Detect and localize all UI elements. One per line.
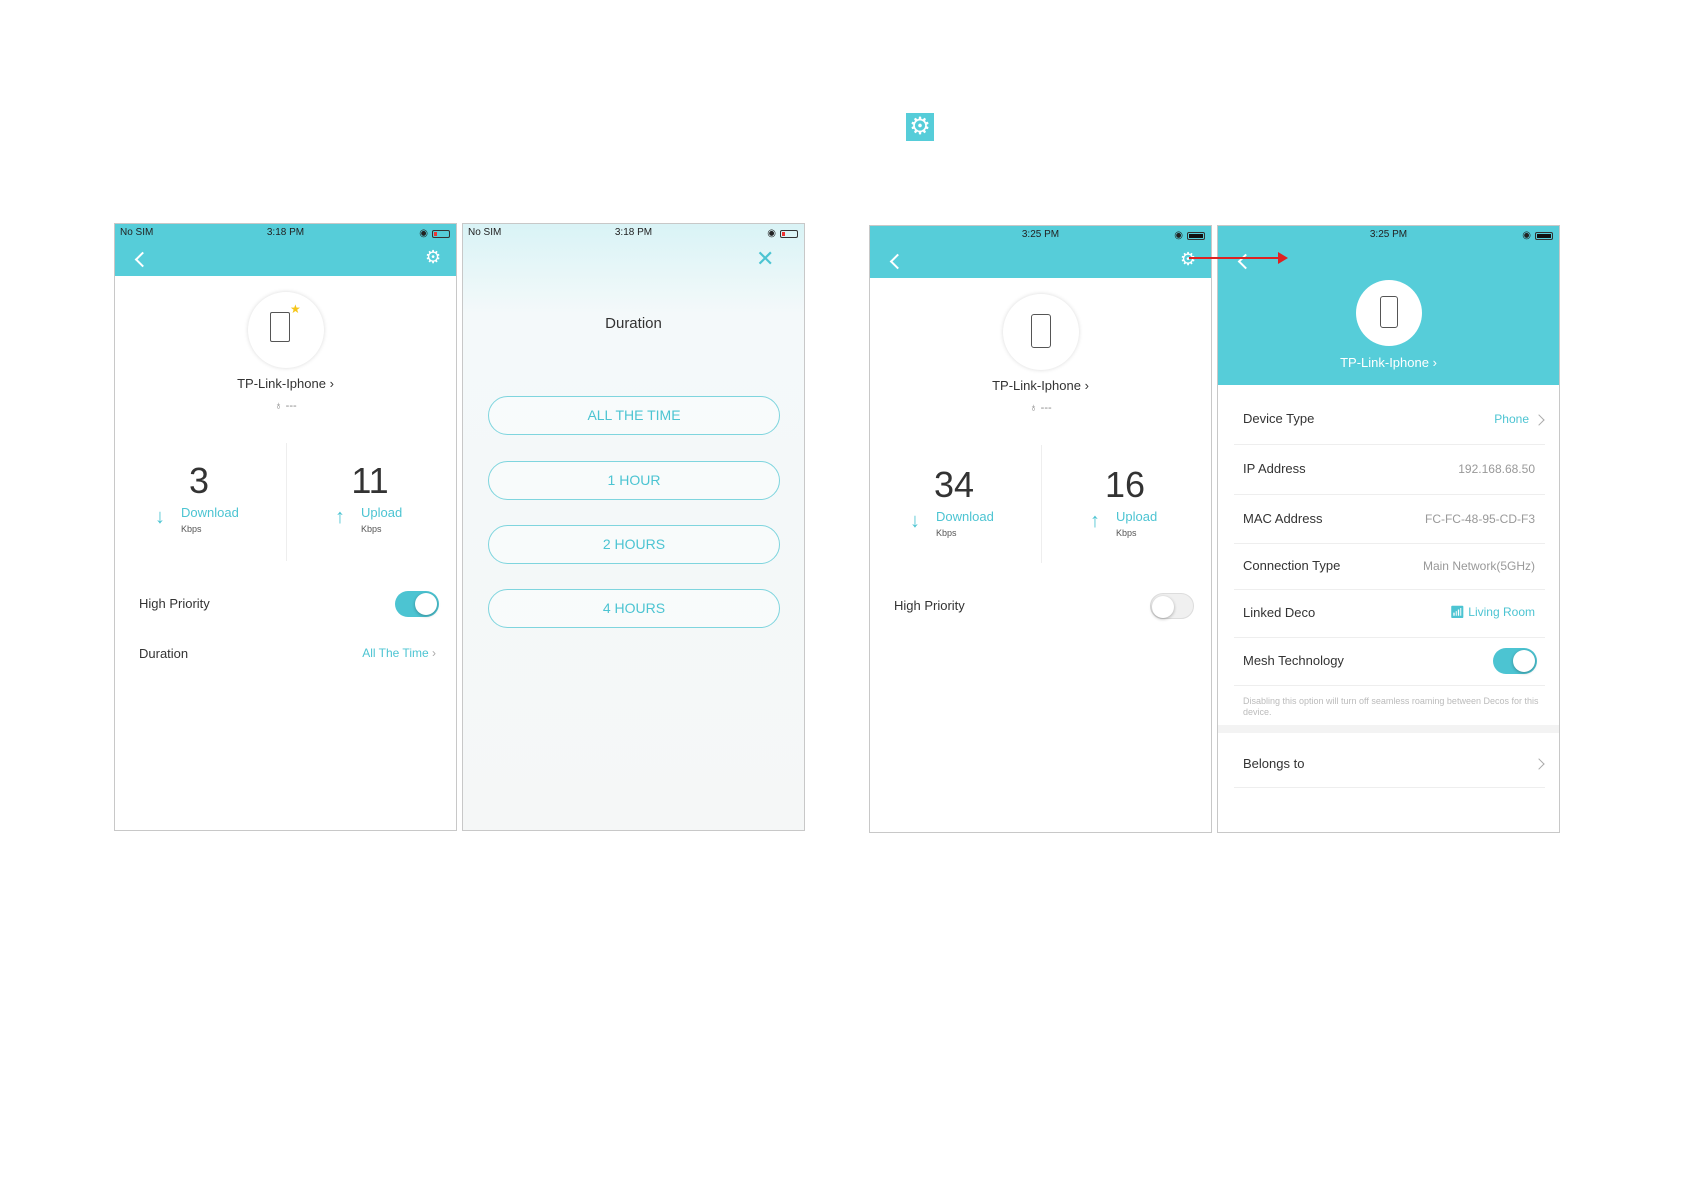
settings-gear-icon: ⚙ [906, 113, 934, 141]
carrier: No SIM [468, 227, 502, 238]
lock-icon: ◉ [1522, 230, 1531, 241]
ip-address-value: 192.168.68.50 [1458, 462, 1535, 476]
owner: ♁ --- [274, 400, 297, 412]
annotation-arrow [1189, 257, 1279, 259]
duration-screen: No SIM 3:18 PM ◉ ✕ Duration ALL THE TIME… [462, 223, 805, 831]
option-all-the-time[interactable]: ALL THE TIME [488, 396, 780, 435]
status-time: 3:18 PM [614, 227, 653, 238]
status-bar: No SIM 3:18 PM ◉ [463, 224, 804, 242]
download-label: Download [181, 505, 239, 520]
high-priority-label: High Priority [139, 596, 210, 611]
device-icon [270, 312, 290, 342]
lock-icon: ◉ [767, 228, 776, 239]
battery-icon [1535, 231, 1553, 240]
battery-icon [432, 229, 450, 238]
upload-label: Upload [361, 505, 403, 520]
owner: ♁ --- [1029, 402, 1052, 414]
wifi-icon: 📶︎ [1449, 605, 1465, 619]
status-time: 3:25 PM [1369, 229, 1408, 240]
upload-arrow-icon: ↑ [1090, 510, 1100, 532]
person-icon: ♁ [1029, 402, 1038, 414]
download-arrow-icon: ↓ [910, 510, 920, 532]
device-detail-screen: 3:25 PM ◉ ⚙ TP-Link-Iphone › ♁ --- 34 ↓ … [869, 225, 1212, 833]
status-bar: No SIM 3:18 PM ◉ [115, 224, 456, 242]
download-unit: Kbps [936, 528, 957, 538]
device-name-link[interactable]: TP-Link-Iphone › [237, 376, 334, 391]
device-type-label: Device Type [1243, 411, 1315, 426]
annotation-arrowhead [1278, 252, 1288, 264]
option-2-hours[interactable]: 2 HOURS [488, 525, 780, 564]
high-priority-toggle[interactable] [395, 591, 439, 617]
device-detail-screen: No SIM 3:18 PM ◉ ⚙ ★ TP-Link-Iphone › ♁ … [114, 223, 457, 831]
belongs-to-row[interactable]: Belongs to [1243, 756, 1305, 771]
device-avatar [1003, 294, 1079, 370]
connection-type-value: Main Network(5GHz) [1422, 559, 1535, 573]
person-icon: ♁ [274, 400, 283, 412]
duration-title: Duration [605, 315, 662, 332]
phone-icon [1031, 314, 1051, 348]
divider [1041, 445, 1042, 563]
high-priority-label: High Priority [894, 598, 965, 613]
download-value: 34 [933, 464, 975, 505]
upload-value: 11 [351, 460, 389, 501]
battery-icon [1187, 231, 1205, 240]
mesh-technology-toggle[interactable] [1493, 648, 1537, 674]
download-value: 3 [188, 460, 210, 501]
lock-icon: ◉ [1174, 230, 1183, 241]
option-1-hour[interactable]: 1 HOUR [488, 461, 780, 500]
device-name-link[interactable]: TP-Link-Iphone › [1340, 355, 1437, 370]
device-settings-screen: 3:25 PM ◉ TP-Link-Iphone › Device Type P… [1217, 225, 1560, 833]
device-name-link[interactable]: TP-Link-Iphone › [992, 378, 1089, 393]
mesh-note: Disabling this option will turn off seam… [1243, 696, 1539, 717]
mac-address-value: FC-FC-48-95-CD-F3 [1424, 512, 1535, 526]
divider [286, 443, 287, 561]
phone-icon [1380, 296, 1398, 328]
star-icon: ★ [290, 302, 301, 316]
carrier: No SIM [120, 227, 154, 238]
chevron-right-icon[interactable] [1533, 414, 1545, 426]
gear-icon[interactable]: ⚙ [1180, 249, 1197, 269]
duration-label: Duration [139, 646, 189, 661]
ip-address-label: IP Address [1243, 461, 1306, 476]
linked-deco-value[interactable]: 📶︎ Living Room [1449, 605, 1535, 619]
mac-address-label: MAC Address [1243, 511, 1323, 526]
download-arrow-icon: ↓ [155, 506, 165, 528]
upload-label: Upload [1116, 509, 1158, 524]
download-label: Download [936, 509, 994, 524]
device-type-value[interactable]: Phone [1494, 412, 1529, 426]
duration-selector[interactable]: All The Time › [362, 646, 436, 660]
battery-icon [780, 229, 798, 238]
status-time: 3:25 PM [1021, 229, 1060, 240]
high-priority-toggle[interactable] [1150, 593, 1194, 619]
upload-arrow-icon: ↑ [335, 506, 345, 528]
status-bar: 3:25 PM ◉ [1218, 226, 1559, 244]
connection-type-label: Connection Type [1243, 558, 1341, 573]
linked-deco-label: Linked Deco [1243, 605, 1316, 620]
upload-value: 16 [1104, 464, 1146, 505]
device-avatar [1356, 280, 1422, 346]
chevron-right-icon[interactable] [1533, 758, 1545, 770]
gear-icon[interactable]: ⚙ [425, 247, 442, 267]
close-button[interactable]: ✕ [756, 246, 775, 271]
upload-unit: Kbps [361, 524, 382, 534]
option-4-hours[interactable]: 4 HOURS [488, 589, 780, 628]
download-unit: Kbps [181, 524, 202, 534]
status-time: 3:18 PM [266, 227, 305, 238]
device-avatar: ★ [248, 292, 324, 368]
status-bar: 3:25 PM ◉ [870, 226, 1211, 244]
mesh-technology-label: Mesh Technology [1243, 653, 1344, 668]
upload-unit: Kbps [1116, 528, 1137, 538]
lock-icon: ◉ [419, 228, 428, 239]
